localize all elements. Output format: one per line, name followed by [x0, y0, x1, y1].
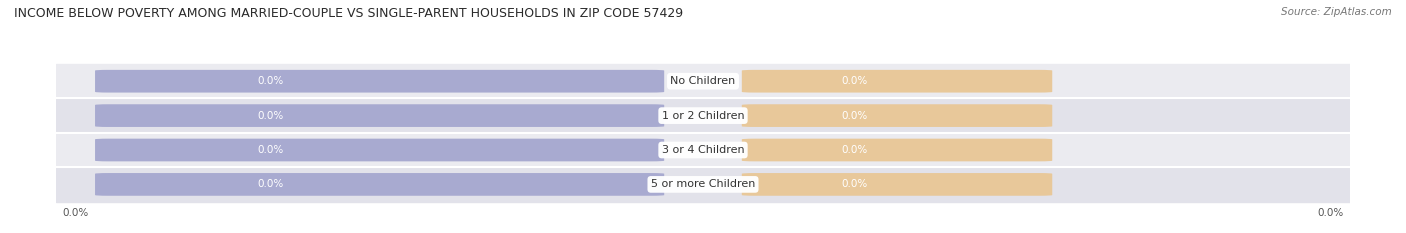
FancyBboxPatch shape	[96, 139, 664, 161]
Bar	[56, 64, 1350, 98]
Text: 0.0%: 0.0%	[841, 145, 868, 155]
Bar	[56, 133, 1350, 167]
FancyBboxPatch shape	[96, 104, 664, 127]
FancyBboxPatch shape	[96, 70, 664, 93]
Text: 3 or 4 Children: 3 or 4 Children	[662, 145, 744, 155]
Text: 0.0%: 0.0%	[257, 76, 284, 86]
FancyBboxPatch shape	[742, 139, 1052, 161]
Text: 5 or more Children: 5 or more Children	[651, 179, 755, 189]
Text: 0.0%: 0.0%	[257, 179, 284, 189]
FancyBboxPatch shape	[742, 70, 1052, 93]
Text: 0.0%: 0.0%	[841, 179, 868, 189]
FancyBboxPatch shape	[742, 173, 1052, 196]
Text: 0.0%: 0.0%	[841, 76, 868, 86]
Text: 0.0%: 0.0%	[841, 111, 868, 121]
FancyBboxPatch shape	[742, 104, 1052, 127]
FancyBboxPatch shape	[96, 173, 664, 196]
Text: Source: ZipAtlas.com: Source: ZipAtlas.com	[1281, 7, 1392, 17]
Text: 0.0%: 0.0%	[257, 145, 284, 155]
Text: No Children: No Children	[671, 76, 735, 86]
Text: INCOME BELOW POVERTY AMONG MARRIED-COUPLE VS SINGLE-PARENT HOUSEHOLDS IN ZIP COD: INCOME BELOW POVERTY AMONG MARRIED-COUPL…	[14, 7, 683, 20]
Bar	[56, 98, 1350, 133]
Text: 0.0%: 0.0%	[257, 111, 284, 121]
Bar	[56, 167, 1350, 202]
Text: 1 or 2 Children: 1 or 2 Children	[662, 111, 744, 121]
